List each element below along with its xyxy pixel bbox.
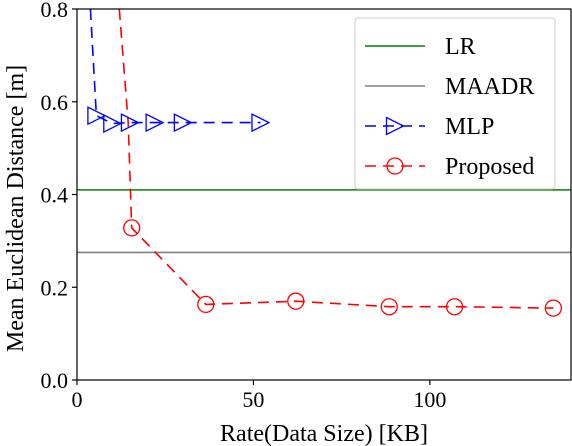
y-tick-label: 0.0 [41,368,69,393]
y-tick-label: 0.2 [41,275,69,300]
mlp-line [89,9,261,125]
proposed-point [123,219,141,237]
y-tick-label: 0.4 [41,183,69,208]
legend-label-lr: LR [445,34,476,60]
x-axis-label: Rate(Data Size) [KB] [220,421,428,446]
mlp-point [87,106,107,126]
legend-label-mlp: MLP [445,114,494,140]
legend-box [354,17,556,190]
mlp-point [145,113,165,133]
proposed-point [445,298,464,316]
legend-label-maadr: MAADR [445,74,534,100]
y-axis-label: Mean Euclidean Distance [m] [3,65,29,352]
y-tick-label: 0.6 [41,90,69,115]
x-tick-label: 0 [72,387,83,412]
mlp-point [103,113,123,134]
y-tick-label: 0.8 [41,0,69,22]
marker-layer [87,106,563,317]
legend: LR MAADR MLP Proposed [354,17,556,190]
x-tick-label: 50 [242,387,264,412]
mlp-point [251,113,271,133]
mlp-point [173,113,193,133]
legend-marker-proposed [386,157,404,175]
tick-layer: 0 50 100 0.0 0.2 0.4 0.6 0.8 [41,0,447,412]
proposed-point [544,299,563,317]
proposed-point [380,298,398,316]
x-tick-label: 100 [413,387,446,412]
series-layer [77,9,571,309]
proposed-line [118,9,554,309]
mlp-point [120,113,140,133]
proposed-point [197,295,215,314]
legend-marker-mlp [385,116,405,136]
legend-label-proposed: Proposed [445,154,534,180]
proposed-point [287,292,305,310]
